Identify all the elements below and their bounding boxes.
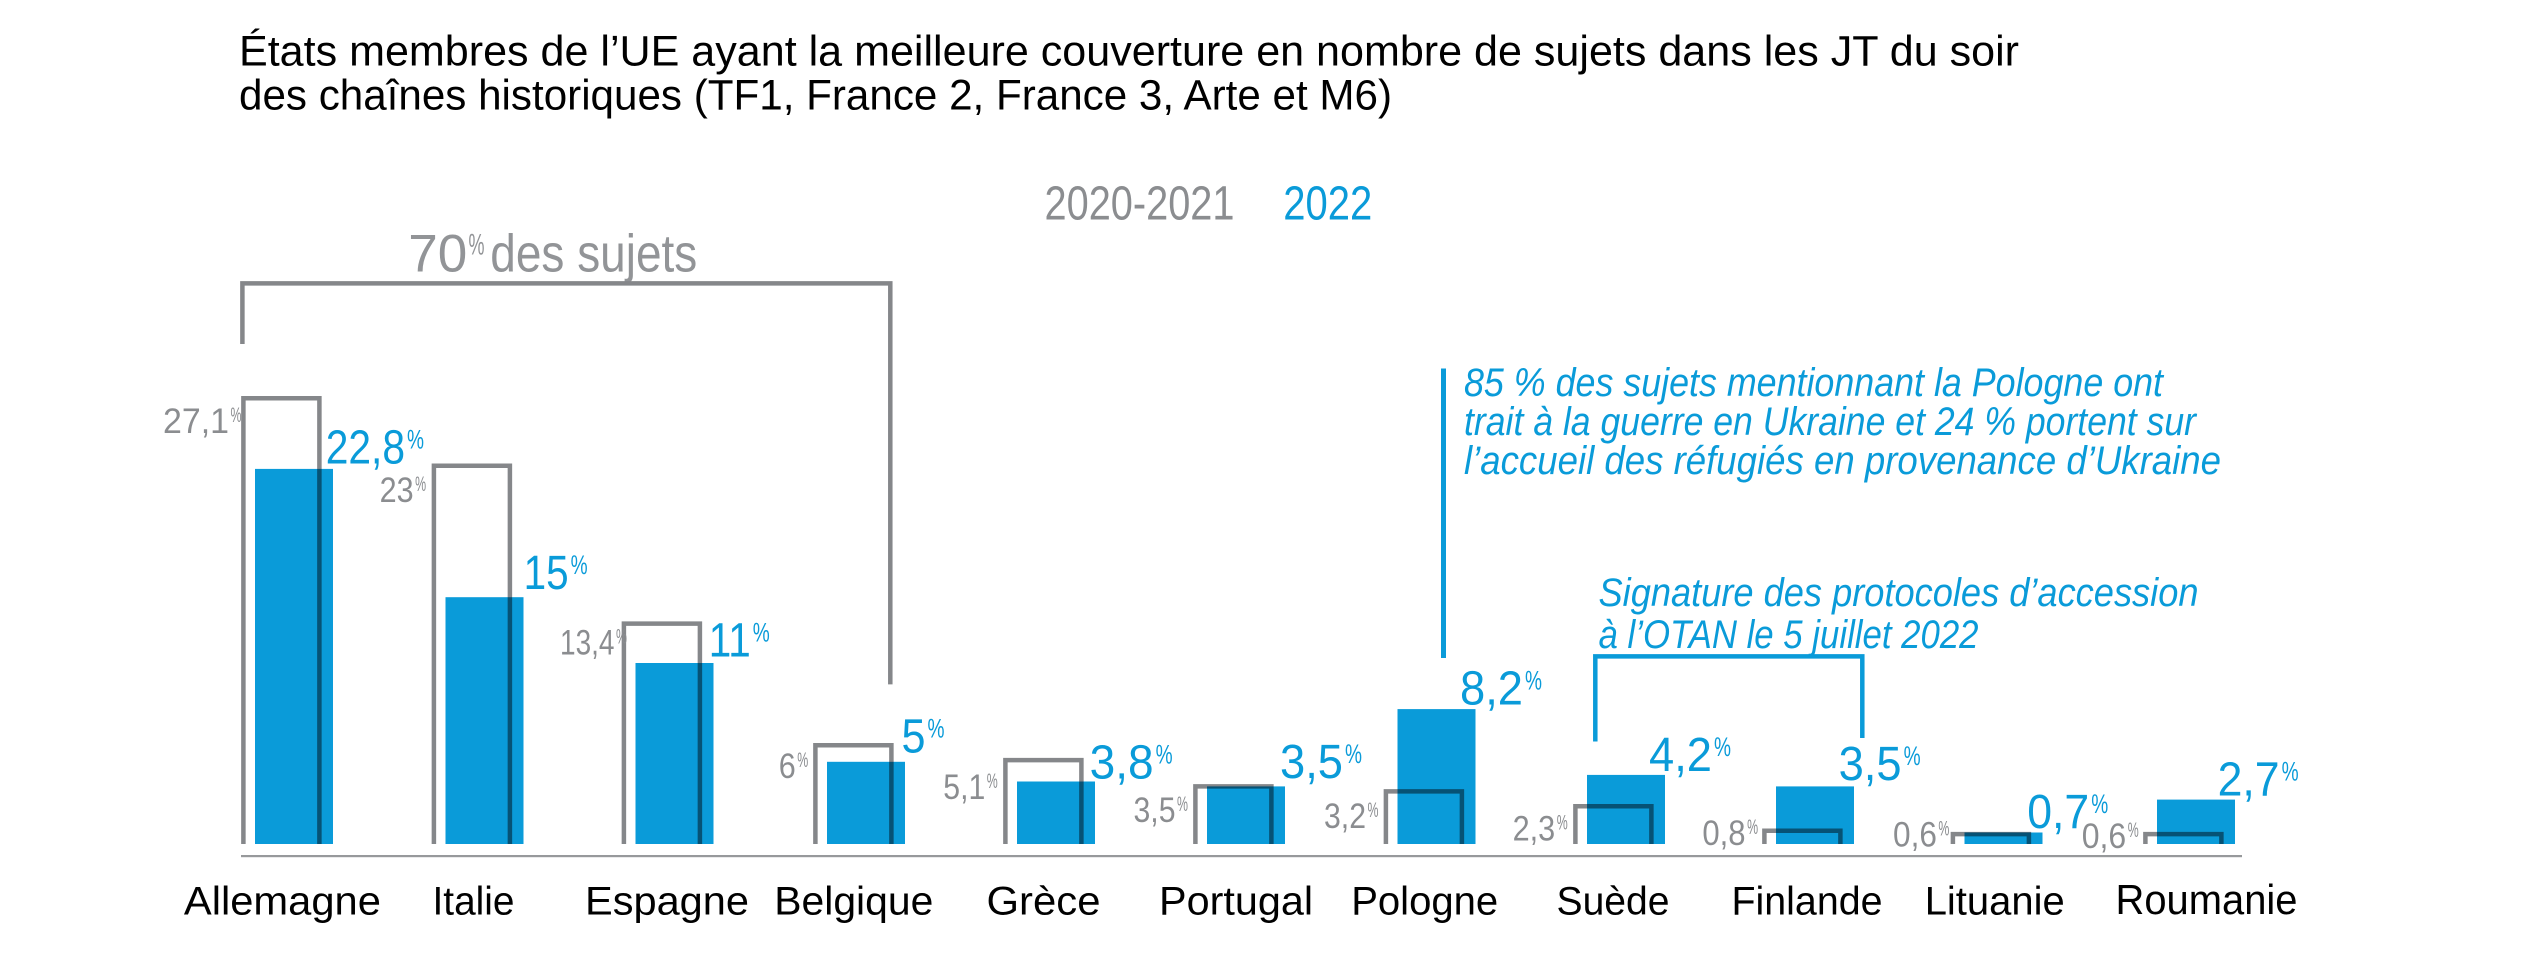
svg-text:%: % <box>1177 793 1188 816</box>
svg-text:3,5: 3,5 <box>1134 791 1176 830</box>
svg-text:5: 5 <box>902 711 926 764</box>
svg-text:%: % <box>1345 739 1362 769</box>
svg-text:Belgique: Belgique <box>774 880 933 924</box>
svg-text:%: % <box>1938 818 1949 841</box>
svg-text:%: % <box>231 404 242 427</box>
svg-text:6: 6 <box>779 747 796 786</box>
svg-text:Allemagne: Allemagne <box>184 880 381 924</box>
svg-text:Signature des protocoles d’acc: Signature des protocoles d’accession <box>1599 571 2199 615</box>
svg-text:70: 70 <box>408 225 467 284</box>
svg-text:11: 11 <box>709 614 751 667</box>
svg-text:%: % <box>407 425 424 455</box>
svg-text:0,6: 0,6 <box>1893 816 1937 855</box>
svg-text:0,8: 0,8 <box>1702 814 1745 853</box>
svg-text:%: % <box>797 749 808 772</box>
svg-text:85 % des sujets mentionnant la: 85 % des sujets mentionnant la Pologne o… <box>1464 361 2165 405</box>
svg-text:Italie: Italie <box>433 880 515 924</box>
svg-text:%: % <box>928 714 945 744</box>
svg-text:3,8: 3,8 <box>1090 736 1154 789</box>
svg-text:Portugal: Portugal <box>1159 880 1313 924</box>
svg-text:%: % <box>2128 819 2139 842</box>
svg-text:à l’OTAN le 5 juillet 2022: à l’OTAN le 5 juillet 2022 <box>1599 613 1979 657</box>
svg-text:%: % <box>753 617 770 647</box>
svg-text:Suède: Suède <box>1557 880 1670 924</box>
svg-text:trait à la guerre en Ukraine e: trait à la guerre en Ukraine et 24 % por… <box>1464 400 2197 444</box>
svg-text:3,2: 3,2 <box>1324 797 1366 836</box>
svg-text:5,1: 5,1 <box>943 768 985 807</box>
svg-text:%: % <box>469 229 485 262</box>
svg-text:3,5: 3,5 <box>1280 736 1343 789</box>
svg-text:%: % <box>1747 816 1758 839</box>
svg-text:Lituanie: Lituanie <box>1925 880 2065 924</box>
svg-text:Espagne: Espagne <box>585 880 749 924</box>
svg-text:%: % <box>415 473 426 496</box>
svg-text:2,7: 2,7 <box>2218 754 2280 807</box>
svg-text:Grèce: Grèce <box>987 880 1101 924</box>
svg-text:0,6: 0,6 <box>2082 817 2127 856</box>
svg-text:%: % <box>616 625 627 648</box>
svg-text:2,3: 2,3 <box>1513 810 1556 849</box>
svg-text:2020-2021: 2020-2021 <box>1045 177 1235 230</box>
svg-text:Finlande: Finlande <box>1732 880 1883 924</box>
svg-text:15: 15 <box>524 547 569 600</box>
svg-text:des chaînes historiques (TF1,: des chaînes historiques (TF1, France 2, … <box>239 72 1392 120</box>
svg-text:%: % <box>2091 789 2108 819</box>
svg-text:%: % <box>2282 757 2299 787</box>
svg-text:des sujets: des sujets <box>490 225 697 284</box>
svg-text:%: % <box>1714 732 1731 762</box>
svg-text:27,1: 27,1 <box>163 402 229 441</box>
svg-text:%: % <box>1525 666 1542 696</box>
svg-text:8,2: 8,2 <box>1460 663 1523 716</box>
svg-text:États membres de l’UE ayant la: États membres de l’UE ayant la meilleure… <box>239 28 2019 76</box>
svg-text:l’accueil des réfugiés en prov: l’accueil des réfugiés en provenance d’U… <box>1464 439 2221 483</box>
svg-text:%: % <box>1368 799 1379 822</box>
svg-text:%: % <box>1156 739 1173 769</box>
svg-text:22,8: 22,8 <box>326 422 405 475</box>
svg-text:%: % <box>1557 812 1568 835</box>
svg-text:%: % <box>1904 741 1921 771</box>
svg-text:Pologne: Pologne <box>1351 880 1498 924</box>
svg-text:0,7: 0,7 <box>2027 786 2089 839</box>
svg-text:%: % <box>571 550 588 580</box>
svg-text:%: % <box>987 770 998 793</box>
svg-text:3,5: 3,5 <box>1839 738 1902 791</box>
svg-text:4,2: 4,2 <box>1649 729 1712 782</box>
svg-text:23: 23 <box>380 471 414 510</box>
svg-text:Roumanie: Roumanie <box>2116 876 2298 923</box>
svg-text:13,4: 13,4 <box>560 623 615 662</box>
svg-text:2022: 2022 <box>1283 177 1372 230</box>
